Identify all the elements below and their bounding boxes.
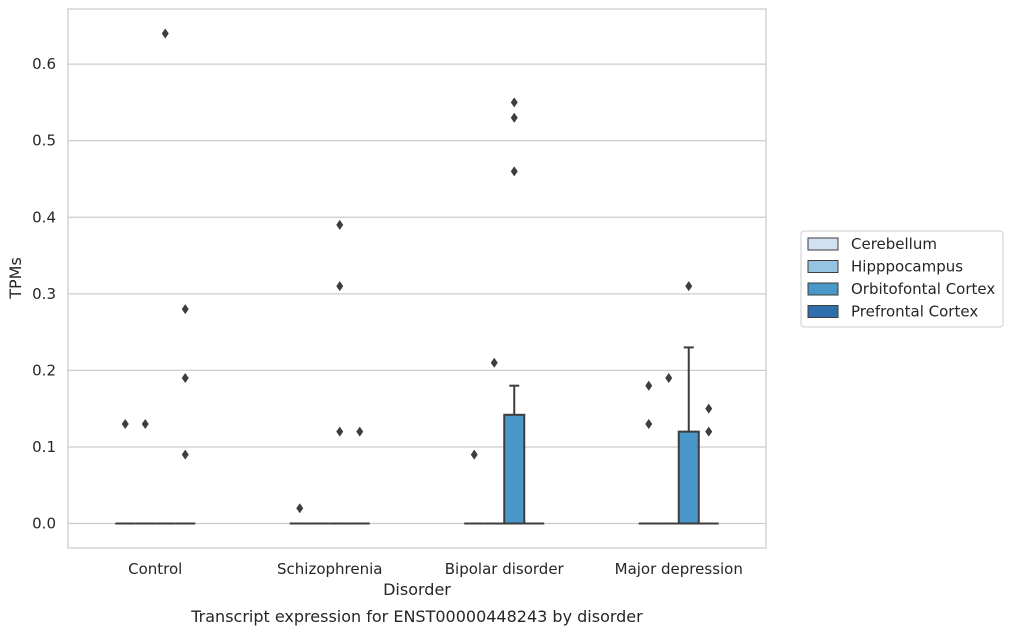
outlier-point bbox=[121, 418, 129, 429]
y-tick-label: 0.6 bbox=[32, 55, 56, 73]
y-tick-labels: 0.0 0.1 0.2 0.3 0.4 0.5 0.6 bbox=[32, 55, 56, 532]
outlier-point bbox=[181, 304, 189, 315]
outlier-point bbox=[685, 281, 693, 292]
plot-frame bbox=[67, 8, 767, 549]
y-tick-label: 0.4 bbox=[32, 208, 56, 226]
outlier-point bbox=[665, 373, 673, 384]
legend-swatch bbox=[807, 282, 839, 296]
figure-caption: Transcript expression for ENST0000044824… bbox=[190, 607, 643, 626]
legend-swatch bbox=[807, 305, 839, 318]
legend-label: Prefrontal Cortex bbox=[851, 303, 978, 321]
x-tick-label: Control bbox=[128, 560, 182, 578]
legend-label: Orbitofontal Cortex bbox=[851, 280, 995, 298]
legend-label: Hipppocampus bbox=[851, 258, 963, 276]
outlier-point bbox=[705, 403, 713, 414]
box-orbitofontal-cortex bbox=[677, 430, 700, 525]
outlier-point bbox=[510, 97, 518, 108]
outlier-points bbox=[121, 28, 713, 514]
x-tick-label: Schizophrenia bbox=[277, 560, 382, 578]
outlier-point bbox=[336, 219, 344, 230]
outlier-point bbox=[181, 449, 189, 460]
outlier-point bbox=[645, 418, 653, 429]
y-tick-label: 0.2 bbox=[32, 361, 56, 379]
x-tick-labels: Control Schizophrenia Bipolar disorder Majo… bbox=[128, 560, 743, 578]
outlier-point bbox=[161, 28, 169, 39]
box-groups bbox=[115, 346, 719, 525]
legend-label: Cerebellum bbox=[851, 235, 937, 253]
outlier-point bbox=[296, 503, 304, 514]
outlier-point bbox=[645, 380, 653, 391]
outlier-point bbox=[510, 166, 518, 177]
x-tick-label: Bipolar disorder bbox=[445, 560, 565, 578]
outlier-point bbox=[336, 281, 344, 292]
legend-swatch bbox=[807, 260, 839, 273]
outlier-point bbox=[181, 373, 189, 384]
y-tick-label: 0.1 bbox=[32, 438, 56, 456]
outlier-point bbox=[470, 449, 478, 460]
outlier-point bbox=[490, 357, 498, 368]
legend: Cerebellum Hipppocampus Orbitofontal Corte… bbox=[800, 230, 1004, 328]
outlier-point bbox=[510, 112, 518, 123]
legend-frame bbox=[800, 230, 1004, 328]
gridlines bbox=[68, 63, 766, 525]
outlier-point bbox=[336, 426, 344, 437]
box-orbitofontal-cortex bbox=[503, 413, 526, 525]
y-tick-label: 0.5 bbox=[32, 132, 56, 150]
y-tick-label: 0.3 bbox=[32, 285, 56, 303]
outlier-point bbox=[705, 426, 713, 437]
outlier-point bbox=[356, 426, 364, 437]
x-axis-label: Disorder bbox=[383, 580, 451, 599]
legend-items: Cerebellum Hipppocampus Orbitofontal Corte… bbox=[807, 235, 995, 321]
y-tick-label: 0.0 bbox=[32, 515, 56, 533]
x-tick-label: Major depression bbox=[615, 560, 743, 578]
outlier-point bbox=[141, 418, 149, 429]
legend-swatch bbox=[807, 237, 839, 251]
y-axis-label: TPMs bbox=[6, 257, 25, 300]
